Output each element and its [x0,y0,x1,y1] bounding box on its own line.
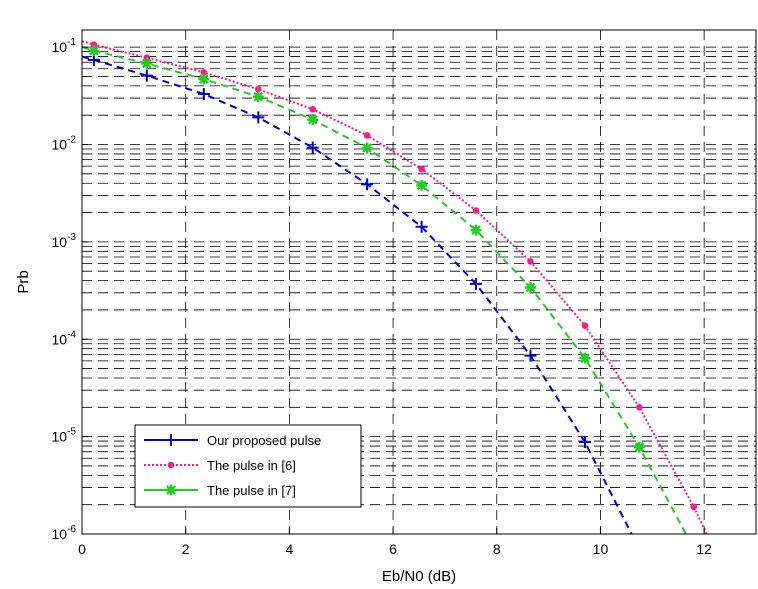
x-tick-label: 2 [182,541,190,557]
data-point [418,165,425,173]
data-point [527,258,534,265]
x-tick-label: 8 [493,541,501,557]
data-point [254,85,262,93]
x-tick-label: 6 [389,541,397,557]
data-point [472,207,480,214]
data-point [141,57,153,69]
legend-label: The pulse in [7] [207,483,296,498]
data-point [579,352,591,364]
data-point [140,69,153,82]
data-point [200,69,208,76]
ticks: 0 2 4 6 8 10 12 10-1 10-2 10-3 10-4 10-5 10-6 [52,37,713,557]
x-tick-label: 10 [593,541,609,557]
series-2 [81,40,708,535]
data-point [361,142,373,154]
series-1 [81,53,633,535]
series-layer [81,40,708,535]
data-point [90,41,98,48]
data-point [252,91,264,103]
data-point [415,220,428,233]
y-tick-label: 10-1 [52,37,77,55]
plot-frame [81,29,757,535]
y-tick-label: 10-4 [52,329,77,347]
data-point [165,434,177,446]
y-tick-label: 10-2 [52,135,77,153]
legend: Our proposed pulse The pulse in [6] The pu… [134,424,362,508]
x-tick-label: 12 [696,541,712,557]
data-point [578,436,591,449]
y-axis-label: Prb [15,270,32,293]
data-point [306,141,319,154]
series-3 [81,45,687,535]
data-point [197,88,210,101]
data-point [309,105,317,113]
series-line [81,40,708,535]
legend-label: The pulse in [6] [207,458,296,473]
data-point [167,461,175,469]
data-point [636,404,643,411]
y-tick-label: 10-3 [52,232,77,250]
data-point [633,441,645,453]
legend-label: Our proposed pulse [207,433,321,448]
legend-item: Our proposed pulse [144,433,321,448]
data-point [307,114,319,126]
y-tick-label: 10-6 [52,524,77,542]
data-point [165,484,177,496]
data-point [524,349,537,362]
data-point [252,111,265,124]
x-tick-label: 4 [285,541,293,557]
data-point [363,132,371,139]
legend-item: The pulse in [7] [144,483,296,498]
series-line [81,55,633,535]
legend-item: The pulse in [6] [144,458,296,473]
data-point [524,282,536,294]
data-point [470,277,483,290]
data-point [198,73,210,85]
data-point [416,179,428,191]
data-point [143,54,151,61]
data-point [690,503,698,511]
data-point [361,178,374,191]
y-tick-label: 10-5 [52,427,77,445]
data-point [581,322,589,329]
x-tick-label: 0 [78,541,86,557]
x-axis-label: Eb/N0 (dB) [382,568,456,585]
data-point [470,224,482,236]
data-point [88,45,100,57]
